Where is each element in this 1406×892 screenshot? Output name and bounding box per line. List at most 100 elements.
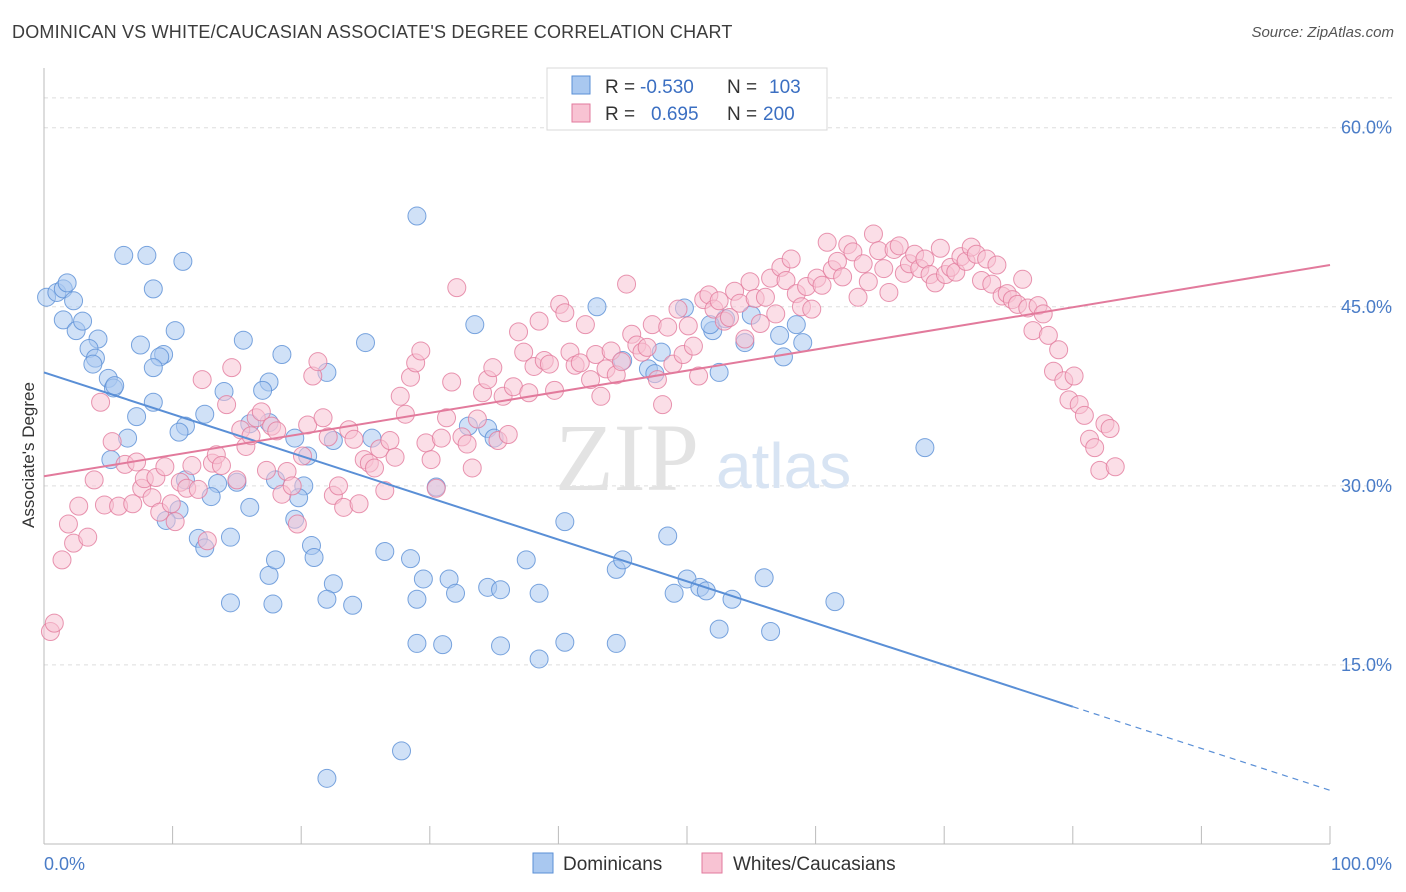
y-tick-labels: 15.0% 30.0% 45.0% 60.0%: [1341, 118, 1392, 675]
dominican-point: [529, 583, 549, 603]
white-point: [668, 299, 688, 319]
dominican-point: [272, 345, 292, 365]
dominican-point: [114, 245, 134, 265]
white-point: [442, 372, 462, 392]
white-point: [514, 342, 534, 362]
white-point: [197, 531, 217, 551]
white-point: [529, 311, 549, 331]
dominican-point: [304, 547, 324, 567]
white-point: [1090, 460, 1110, 480]
white-point: [222, 358, 242, 378]
dominican-point: [761, 621, 781, 641]
y-tick-label: 60.0%: [1341, 118, 1392, 138]
white-point: [182, 456, 202, 476]
dominican-point: [407, 633, 427, 653]
watermark-atlas: atlas: [716, 430, 851, 502]
white-point: [853, 254, 873, 274]
dominican-point: [793, 333, 813, 353]
white-point: [766, 304, 786, 324]
dominican-point: [664, 583, 684, 603]
legend-n-label-0: N =: [727, 77, 757, 98]
dominican-point: [130, 335, 150, 355]
dominican-point: [555, 632, 575, 652]
y-axis-title: Associate's Degree: [19, 382, 38, 528]
white-point: [740, 272, 760, 292]
white-point: [349, 494, 369, 514]
dominican-point: [263, 594, 283, 614]
dominican-point: [118, 428, 138, 448]
dominican-trend-extension: [1072, 706, 1331, 791]
white-point: [683, 336, 703, 356]
white-point: [781, 249, 801, 269]
white-point: [84, 470, 104, 490]
dominican-point: [786, 315, 806, 335]
white-point: [155, 457, 175, 477]
white-point: [1100, 419, 1120, 439]
white-point: [308, 352, 328, 372]
dominican-point: [240, 497, 260, 517]
white-point: [58, 514, 78, 534]
x-tick-label-min: 0.0%: [44, 854, 85, 874]
white-point: [69, 496, 89, 516]
legend-n-value-1: 200: [763, 104, 795, 125]
white-point: [256, 460, 276, 480]
white-point: [1085, 438, 1105, 458]
legend-r-value-0: -0.530: [640, 77, 694, 98]
dominican-point: [825, 592, 845, 612]
white-point: [161, 494, 181, 514]
white-point: [411, 341, 431, 361]
dominican-point: [754, 568, 774, 588]
white-point: [802, 299, 822, 319]
bottom-legend: Dominicans Whites/Caucasians: [532, 852, 896, 875]
white-point: [44, 613, 64, 633]
dominican-point: [529, 649, 549, 669]
white-point: [1013, 269, 1033, 289]
legend-box: [546, 67, 828, 131]
white-point: [863, 224, 883, 244]
white-point: [812, 275, 832, 295]
white-point: [539, 354, 559, 374]
white-point: [287, 514, 307, 534]
dominican-point: [317, 768, 337, 788]
white-point: [1064, 366, 1084, 386]
dominican-point: [143, 358, 163, 378]
dominican-point: [173, 251, 193, 271]
x-ticks: [172, 826, 1331, 844]
white-point: [637, 337, 657, 357]
dominican-point: [137, 245, 157, 265]
source-label: Source: ZipAtlas.com: [1251, 24, 1394, 41]
white-point: [462, 458, 482, 478]
dominican-point: [143, 279, 163, 299]
chart-title: DOMINICAN VS WHITE/CAUCASIAN ASSOCIATE'S…: [12, 22, 733, 42]
white-point: [91, 392, 111, 412]
white-point: [647, 370, 667, 390]
dominican-point: [491, 636, 511, 656]
white-point: [858, 272, 878, 292]
white-point: [390, 386, 410, 406]
white-point: [1038, 325, 1058, 345]
white-point: [165, 512, 185, 532]
white-point: [689, 366, 709, 386]
white-point: [617, 274, 637, 294]
dominican-point: [73, 311, 93, 331]
white-point: [1074, 405, 1094, 425]
dominican-point: [64, 291, 84, 311]
bottom-legend-label-dominicans: Dominicans: [563, 854, 662, 875]
legend-n-value-0: 103: [769, 77, 801, 98]
white-point: [318, 427, 338, 447]
dominican-point: [57, 273, 77, 293]
white-point: [282, 476, 302, 496]
series-whites: [40, 224, 1125, 641]
watermark: ZIP atlas: [555, 404, 851, 511]
bottom-legend-swatch-dominicans: [532, 852, 554, 874]
dominican-point: [433, 635, 453, 655]
dominican-point: [709, 362, 729, 382]
dominican-point: [83, 354, 103, 374]
y-tick-label: 45.0%: [1341, 297, 1392, 317]
white-point: [1105, 457, 1125, 477]
white-point: [611, 352, 631, 372]
white-point: [930, 238, 950, 258]
white-point: [833, 267, 853, 287]
dominican-point: [446, 583, 466, 603]
